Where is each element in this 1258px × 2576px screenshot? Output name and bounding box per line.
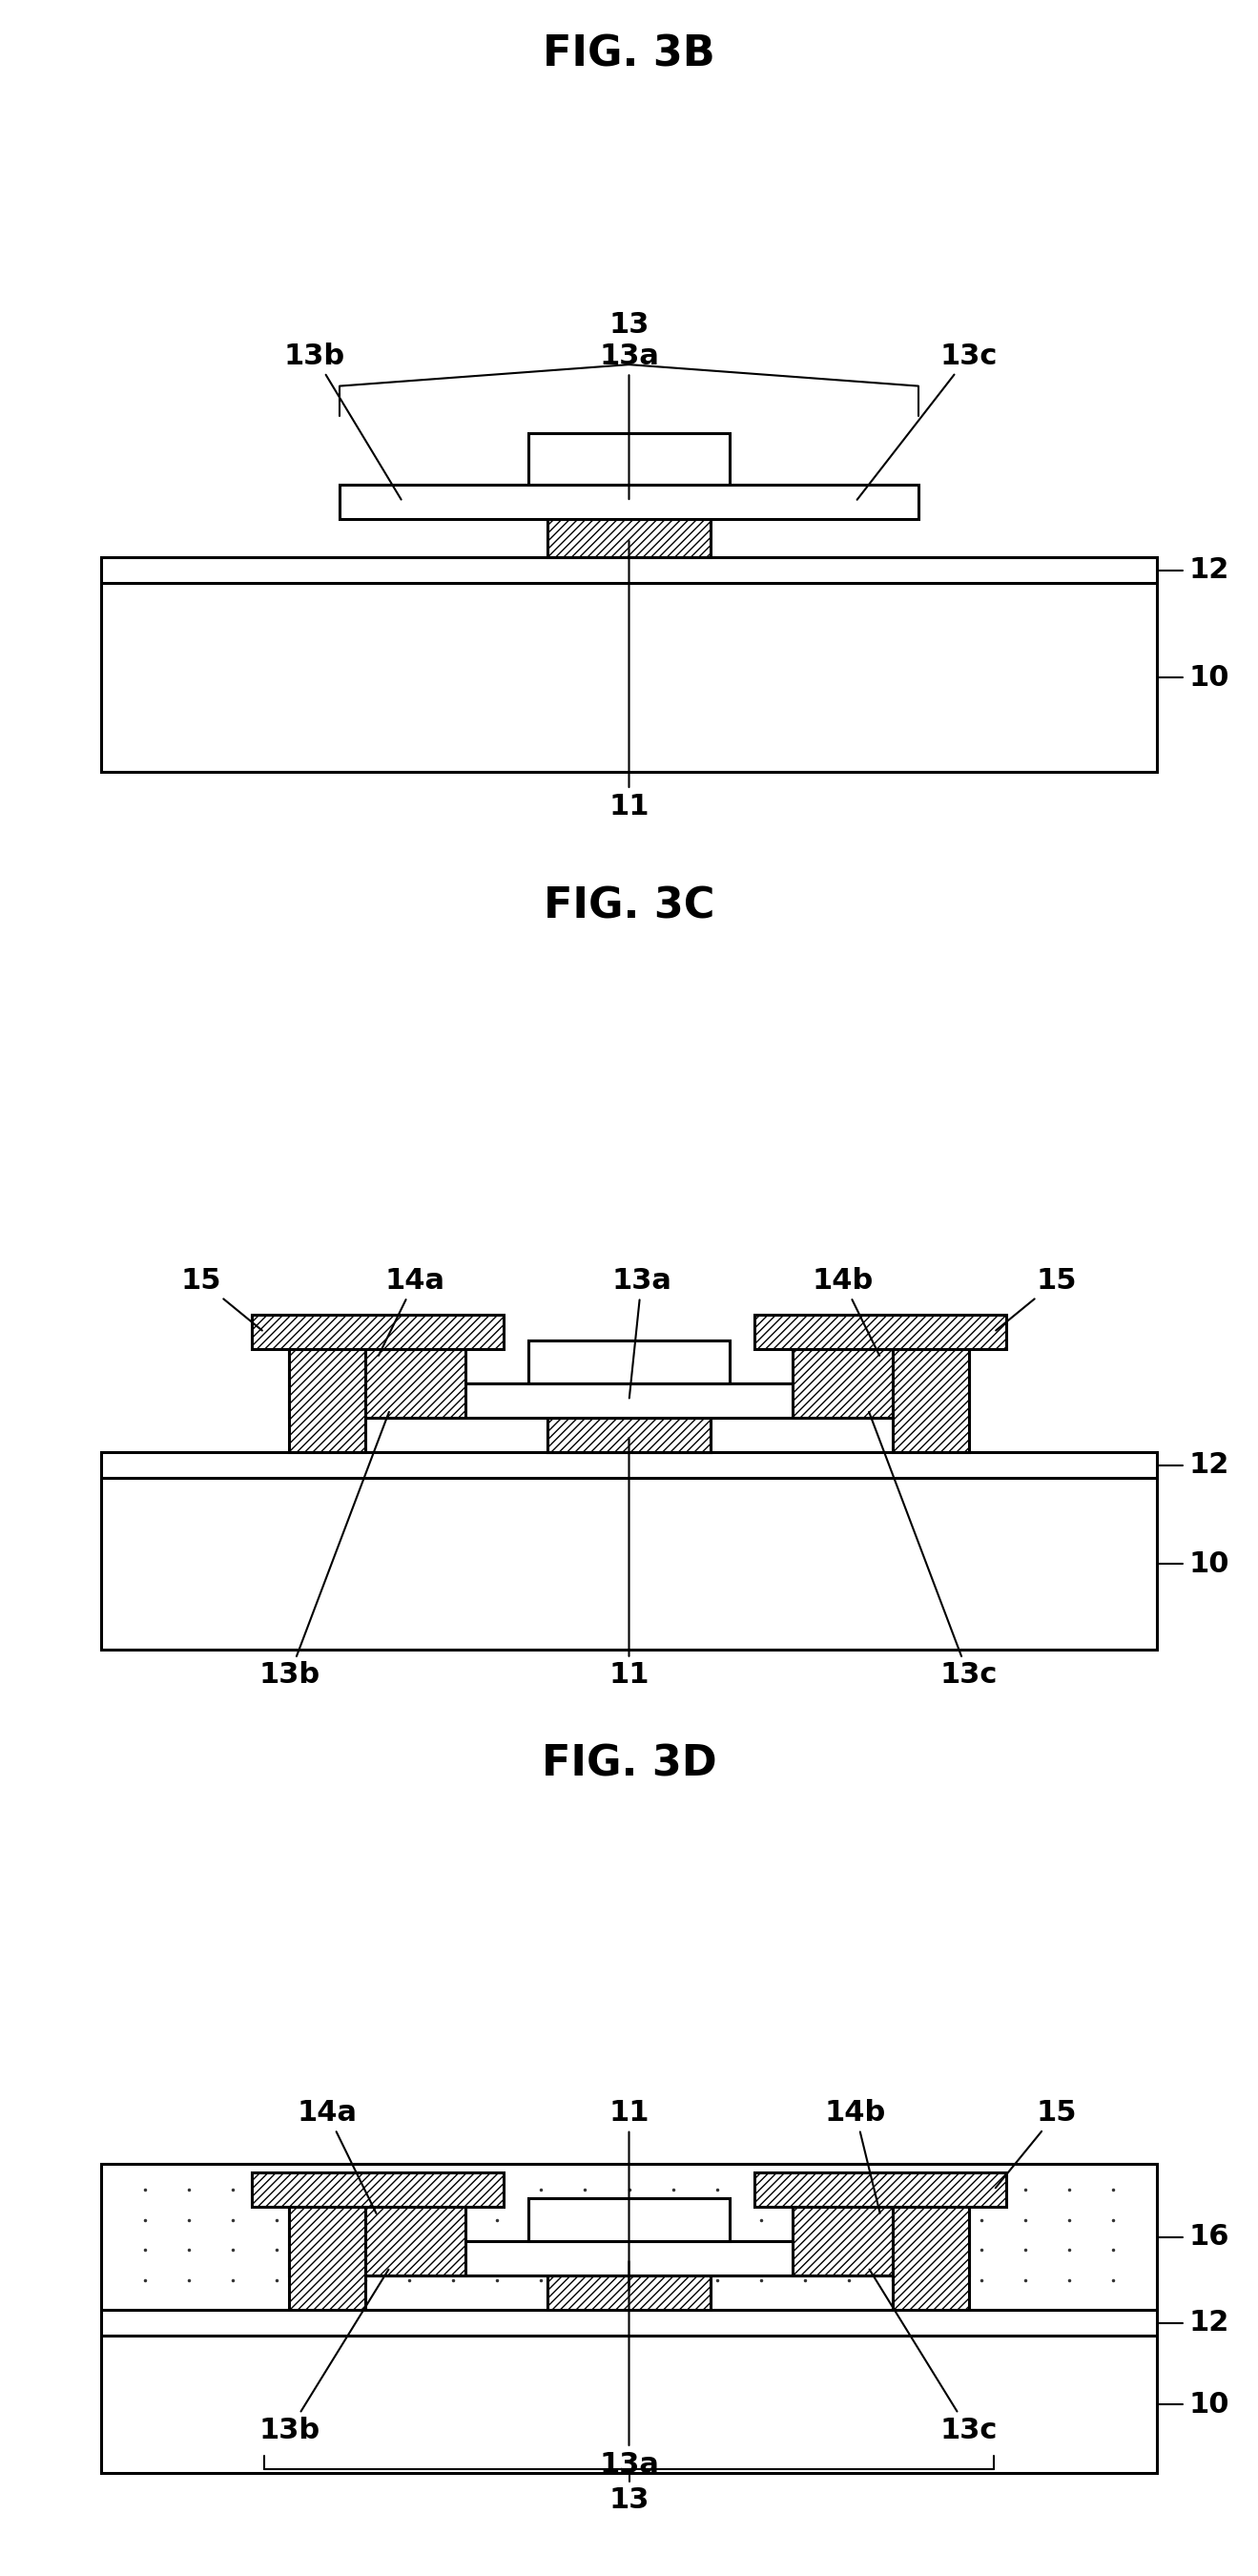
Text: 13c: 13c <box>857 343 998 500</box>
Text: 15: 15 <box>996 1267 1077 1329</box>
Bar <box>289 2208 465 2275</box>
Bar <box>289 1350 465 1417</box>
Text: 13: 13 <box>609 312 649 340</box>
Text: FIG. 3B: FIG. 3B <box>542 33 716 75</box>
Text: 13a: 13a <box>599 343 659 500</box>
Bar <box>528 1340 730 1383</box>
Text: 11: 11 <box>609 1437 649 1690</box>
Bar <box>340 484 918 518</box>
Bar <box>547 2275 711 2311</box>
Bar <box>793 2208 969 2275</box>
Bar <box>340 1383 918 1417</box>
Text: 10: 10 <box>1189 665 1229 690</box>
Bar <box>528 1340 730 1383</box>
Bar <box>547 518 711 556</box>
Text: 14b: 14b <box>813 1267 879 1355</box>
Text: FIG. 3D: FIG. 3D <box>541 1744 717 1785</box>
Text: 16: 16 <box>1189 2223 1229 2251</box>
Bar <box>547 1417 711 1453</box>
Bar <box>755 1314 1006 1350</box>
Bar <box>755 2172 1006 2208</box>
Bar <box>340 2241 918 2275</box>
Text: 13b: 13b <box>259 2269 389 2445</box>
Bar <box>101 2311 1157 2336</box>
Text: 12: 12 <box>1189 556 1229 585</box>
Text: 10: 10 <box>1189 2391 1229 2419</box>
Bar <box>252 1314 503 1350</box>
Text: 14b: 14b <box>825 2099 886 2213</box>
Text: 15: 15 <box>995 2099 1077 2187</box>
Text: 12: 12 <box>1189 1450 1229 1479</box>
Bar <box>101 1453 1157 1479</box>
Bar <box>101 2336 1157 2473</box>
Bar <box>101 1479 1157 1649</box>
Bar <box>528 433 730 484</box>
Bar <box>289 2208 365 2311</box>
Text: 12: 12 <box>1189 2308 1229 2336</box>
Bar <box>547 1417 711 1453</box>
Text: 10: 10 <box>1189 1551 1229 1577</box>
Text: 13b: 13b <box>284 343 401 500</box>
Bar <box>528 2197 730 2241</box>
Bar <box>289 1350 365 1453</box>
Bar <box>340 2241 918 2275</box>
Bar <box>101 582 1157 773</box>
Bar <box>793 1350 969 1417</box>
Text: 15: 15 <box>181 1267 262 1329</box>
Text: 11: 11 <box>609 2099 649 2290</box>
Text: 13b: 13b <box>259 1412 389 1690</box>
Bar <box>893 2208 969 2311</box>
Bar <box>101 2164 1157 2311</box>
Bar <box>528 2197 730 2241</box>
Bar <box>547 2275 711 2311</box>
Text: 13: 13 <box>609 2486 649 2514</box>
Text: 13a: 13a <box>611 1267 672 1399</box>
Bar <box>252 2172 503 2208</box>
Text: 11: 11 <box>609 541 649 819</box>
Text: 13c: 13c <box>869 1412 998 1690</box>
Bar <box>101 556 1157 582</box>
Bar <box>893 1350 969 1453</box>
Text: 14a: 14a <box>297 2099 376 2213</box>
Text: 14a: 14a <box>379 1267 445 1355</box>
Bar <box>340 1383 918 1417</box>
Text: FIG. 3C: FIG. 3C <box>543 886 715 927</box>
Text: 13c: 13c <box>869 2269 998 2445</box>
Text: 13a: 13a <box>599 2262 659 2478</box>
